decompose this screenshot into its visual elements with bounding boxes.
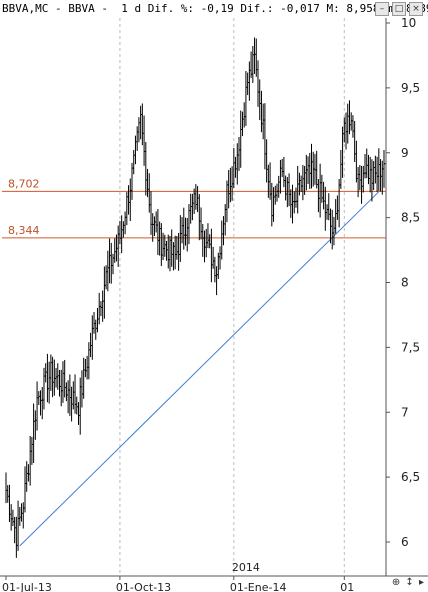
y-tick-label: 6,5 [401,470,420,484]
level-label: 8,344 [8,224,40,237]
x-tick-label: 01-Oct-13 [116,581,171,592]
x-tick-label: 01-Jul-13 [2,581,52,592]
x-tick-label: 01 [340,581,354,592]
minimize-button[interactable]: – [375,2,389,16]
y-tick-label: 10 [401,16,416,30]
bottom-toolbar: ⊕ ↕ ▸ [390,577,424,591]
y-tick-label: 8 [401,276,409,290]
trendline [19,191,380,547]
maximize-button[interactable]: □ [392,2,406,16]
level-label: 8,702 [8,177,40,190]
tool-icon[interactable]: ↕ [405,577,414,588]
y-tick-label: 9 [401,146,409,160]
y-tick-label: 9,5 [401,81,420,95]
zoom-icon[interactable]: ⊕ [391,577,401,588]
x-tick-label: 01-Ene-14 [230,581,287,592]
title-bar: BBVA,MC - BBVA - 1 d Dif. %: -0,19 Dif.:… [0,0,428,18]
y-tick-label: 8,5 [401,211,420,225]
window-title: BBVA,MC - BBVA - 1 d Dif. %: -0,19 Dif.:… [2,2,428,15]
y-tick-label: 6 [401,535,409,549]
close-button[interactable]: × [409,2,423,16]
y-tick-label: 7 [401,405,409,419]
year-marker: 2014 [232,561,260,574]
y-tick-label: 7,5 [401,340,420,354]
print-icon[interactable]: ▸ [418,577,424,588]
